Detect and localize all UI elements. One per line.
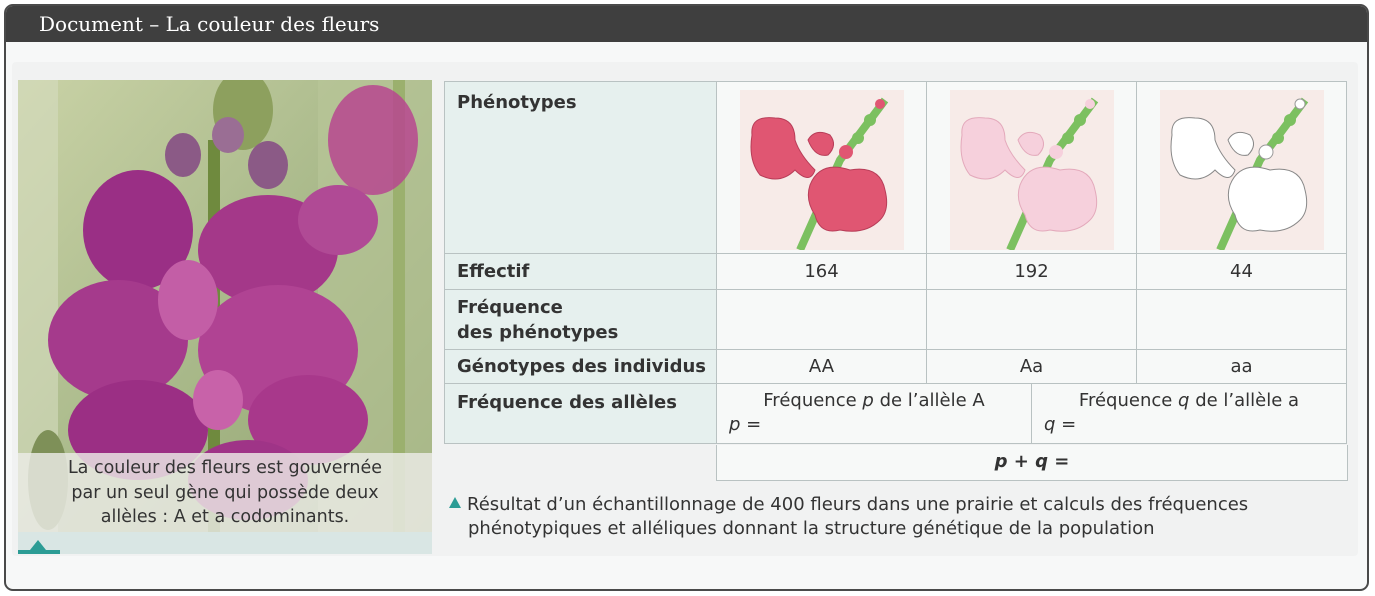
accent-marker xyxy=(18,540,60,554)
white-flower-icon xyxy=(1159,89,1324,250)
row-label-frequence: Fréquence des phénotypes xyxy=(444,289,717,350)
phenotype-cell xyxy=(926,81,1137,254)
genotype-cell: AA xyxy=(716,349,927,384)
bud-shape xyxy=(1283,113,1296,126)
sum-equation: p + q = xyxy=(994,451,1070,472)
petal-shape xyxy=(1170,116,1236,179)
petal-shape xyxy=(1017,166,1097,232)
effectif-cell: 192 xyxy=(926,253,1137,290)
document-title: Document – La couleur des fleurs xyxy=(39,12,380,36)
allele-A-cell[interactable]: Fréquence p de l’allèle A p = xyxy=(716,383,1032,444)
petal-shape xyxy=(1016,131,1044,156)
red-flower-icon xyxy=(739,89,904,250)
table-row: Fréquence des phénotypes xyxy=(444,289,1347,350)
bud-shape xyxy=(874,98,885,109)
effectif-cell: 164 xyxy=(716,253,927,290)
accent-bar xyxy=(18,550,60,554)
table-row: Fréquence des allèles Fréquence p de l’a… xyxy=(444,383,1347,444)
row-label-effectif: Effectif xyxy=(444,253,717,290)
frequence-cell[interactable] xyxy=(926,289,1137,350)
note-text: Résultat d’un échantillonnage de 400 fle… xyxy=(467,494,1249,515)
bud-shape xyxy=(1048,144,1063,159)
caption-line: La couleur des fleurs est gouvernée xyxy=(67,458,383,478)
genotype-cell: Aa xyxy=(926,349,1137,384)
sum-row[interactable]: p + q = xyxy=(716,445,1348,481)
photo-caption: La couleur des fleurs est gouvernée par … xyxy=(18,453,432,532)
petal-shape xyxy=(960,116,1026,179)
label-line: des phénotypes xyxy=(457,321,619,343)
petal-shape xyxy=(806,131,834,156)
phenotype-cell xyxy=(716,81,927,254)
allele-a-label: Fréquence q de l’allèle a xyxy=(1078,390,1300,411)
caption-line: allèles : A et a codominants. xyxy=(100,507,350,527)
allele-A-label: Fréquence p de l’allèle A xyxy=(763,390,985,411)
bud-shape xyxy=(851,131,864,144)
triangle-icon xyxy=(30,540,46,550)
bud-shape xyxy=(863,113,876,126)
bud-shape xyxy=(1258,144,1273,159)
row-label-genotypes: Génotypes des individus xyxy=(444,349,717,384)
table-row: Effectif 164 192 44 xyxy=(444,253,1347,290)
allele-a-cell[interactable]: Fréquence q de l’allèle a q = xyxy=(1031,383,1347,444)
bud-shape xyxy=(1084,98,1095,109)
petal-shape xyxy=(750,116,816,179)
photo-bottom-strip xyxy=(18,532,432,554)
petal-shape xyxy=(807,166,887,232)
caption-line: par un seul gène qui possède deux xyxy=(71,482,379,503)
genotype-cell: aa xyxy=(1136,349,1347,384)
table-row: Phénotypes xyxy=(444,81,1347,254)
bud-shape xyxy=(1271,131,1284,144)
note-line: phénotypiques et alléliques donnant la s… xyxy=(468,518,1155,539)
title-bar: Document – La couleur des fleurs xyxy=(6,6,1367,42)
petal-shape xyxy=(1227,166,1307,232)
pink-flower-icon xyxy=(949,89,1114,250)
bud-shape xyxy=(1073,113,1086,126)
note-line: Résultat d’un échantillonnage de 400 fle… xyxy=(449,493,1349,517)
snapdragon-photo: La couleur des fleurs est gouvernée par … xyxy=(18,80,432,554)
label-line: Fréquence xyxy=(457,296,563,318)
frequence-cell[interactable] xyxy=(1136,289,1347,350)
petal-shape xyxy=(1226,131,1254,156)
frequence-cell[interactable] xyxy=(716,289,927,350)
bud-shape xyxy=(1294,98,1305,109)
effectif-cell: 44 xyxy=(1136,253,1347,290)
allele-A-equation: p = xyxy=(729,414,762,435)
allele-a-equation: q = xyxy=(1044,414,1077,435)
genetics-table: Phénotypes xyxy=(444,81,1347,444)
table-row: Génotypes des individus AA Aa aa xyxy=(444,349,1347,384)
phenotype-cell xyxy=(1136,81,1347,254)
row-label-phenotypes: Phénotypes xyxy=(444,81,717,254)
bud-shape xyxy=(838,144,853,159)
row-label-alleles: Fréquence des allèles xyxy=(444,383,717,444)
bud-shape xyxy=(1061,131,1074,144)
triangle-icon xyxy=(449,497,461,508)
figure-note: Résultat d’un échantillonnage de 400 fle… xyxy=(449,493,1349,541)
